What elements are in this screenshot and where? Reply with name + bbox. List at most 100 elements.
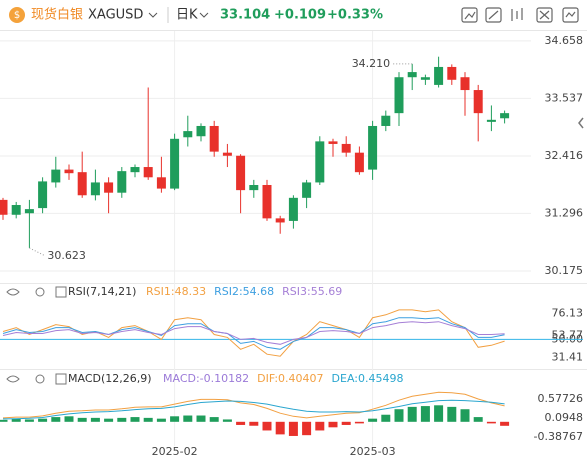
macd-bar bbox=[183, 415, 193, 422]
macd-bar bbox=[473, 417, 483, 422]
candle-body bbox=[394, 77, 404, 114]
legend-entry: RSI3:55.69 bbox=[282, 285, 342, 298]
candle-body bbox=[77, 172, 87, 196]
macd-bar bbox=[368, 418, 378, 422]
y-tick-label: 0.57726 bbox=[538, 392, 584, 405]
candle-body bbox=[156, 177, 166, 189]
macd-bar bbox=[104, 418, 114, 422]
macd-bar bbox=[407, 406, 417, 422]
macd-bar bbox=[38, 418, 48, 422]
candle-body bbox=[473, 90, 483, 114]
macd-bar bbox=[447, 406, 457, 422]
macd-bar bbox=[236, 421, 246, 425]
macd-bar bbox=[341, 421, 351, 425]
expand-indicator[interactable] bbox=[55, 286, 67, 298]
candle-body bbox=[381, 115, 391, 126]
y-tick-label: 31.296 bbox=[545, 206, 584, 219]
indicator-line bbox=[2, 399, 505, 420]
candle-body bbox=[486, 119, 496, 122]
macd-bar bbox=[77, 417, 87, 422]
candle-body bbox=[354, 152, 364, 173]
candle-body bbox=[209, 125, 219, 152]
macd-bar bbox=[196, 415, 206, 422]
macd-bar bbox=[486, 421, 496, 424]
macd-bar bbox=[249, 421, 259, 426]
macd-bar bbox=[222, 419, 232, 422]
legend-entry: RSI1:48.33 bbox=[146, 285, 206, 298]
y-tick-label: 33.537 bbox=[545, 91, 584, 104]
macd-bar bbox=[0, 419, 8, 422]
y-tick-label: 31.41 bbox=[552, 351, 584, 364]
side-panel-toggle[interactable] bbox=[578, 117, 584, 129]
candle-body bbox=[170, 138, 180, 189]
price-change: +0.109 bbox=[274, 8, 326, 23]
candle-body bbox=[407, 72, 417, 78]
candle-body bbox=[249, 184, 259, 191]
macd-bar bbox=[434, 405, 444, 422]
candle-body bbox=[222, 152, 232, 156]
period-dropdown[interactable] bbox=[199, 12, 209, 18]
instrument-symbol[interactable]: XAGUSD bbox=[88, 8, 143, 23]
y-tick-label: 34.658 bbox=[545, 34, 584, 47]
toggle-visibility[interactable] bbox=[6, 375, 20, 383]
price-annotation: 34.210 bbox=[352, 57, 391, 70]
candle-body bbox=[368, 125, 378, 170]
macd-bar bbox=[24, 419, 34, 422]
macd-bar bbox=[354, 421, 364, 424]
candle-body bbox=[315, 141, 325, 183]
candle-body bbox=[24, 209, 34, 214]
candle-body bbox=[0, 199, 8, 215]
expand-indicator[interactable] bbox=[55, 373, 67, 385]
indicator-settings[interactable] bbox=[35, 374, 45, 384]
macd-bar bbox=[262, 421, 272, 431]
candle-body bbox=[130, 167, 140, 173]
macd-bar bbox=[275, 421, 285, 435]
toolbar bbox=[461, 7, 579, 23]
candle-body bbox=[500, 113, 510, 119]
candle-body bbox=[328, 141, 338, 144]
draw-tool-button[interactable] bbox=[461, 7, 478, 23]
candle-body bbox=[236, 155, 246, 191]
candle-body bbox=[447, 66, 457, 80]
y-tick-label: 30.175 bbox=[545, 264, 584, 277]
macd-title: MACD(12,26,9) bbox=[68, 372, 152, 385]
candle-body bbox=[183, 131, 193, 138]
candle-body bbox=[64, 169, 74, 174]
candle-body bbox=[51, 169, 61, 183]
rsi-title: RSI(7,14,21) bbox=[68, 285, 136, 298]
candle-body bbox=[420, 77, 430, 80]
y-tick-label: 0.0948 bbox=[545, 411, 584, 424]
macd-bar bbox=[394, 409, 404, 422]
candle-body bbox=[262, 184, 272, 219]
macd-bar bbox=[288, 421, 298, 436]
candle-body bbox=[143, 167, 153, 178]
instrument-icon bbox=[9, 7, 25, 23]
candle-body bbox=[90, 182, 100, 196]
indicator-settings[interactable] bbox=[35, 287, 45, 297]
macd-bar bbox=[51, 417, 61, 422]
candle-body bbox=[104, 182, 114, 193]
macd-bar bbox=[90, 417, 100, 422]
fullscreen-button[interactable] bbox=[536, 7, 553, 23]
settings-button[interactable] bbox=[562, 7, 579, 23]
macd-bar bbox=[209, 417, 219, 422]
symbol-dropdown[interactable] bbox=[148, 12, 158, 18]
toggle-visibility[interactable] bbox=[6, 288, 20, 296]
instrument-icon-glyph: $ bbox=[14, 10, 20, 21]
macd-bar bbox=[315, 421, 325, 431]
indicator-button[interactable] bbox=[485, 7, 502, 23]
macd-bar bbox=[500, 421, 510, 426]
macd-bar bbox=[11, 418, 21, 422]
candle-body bbox=[196, 125, 206, 137]
chart-type-button[interactable] bbox=[511, 8, 523, 21]
candle-body bbox=[288, 197, 298, 221]
period-selector[interactable]: 日K bbox=[176, 8, 198, 23]
legend-entry: DEA:0.45498 bbox=[332, 372, 404, 385]
instrument-name[interactable]: 现货白银 bbox=[31, 7, 83, 23]
candle-body bbox=[460, 77, 470, 91]
indicator-line bbox=[2, 321, 505, 345]
last-price: 33.104 bbox=[220, 8, 270, 23]
y-tick-label: 53.77 bbox=[552, 329, 584, 342]
